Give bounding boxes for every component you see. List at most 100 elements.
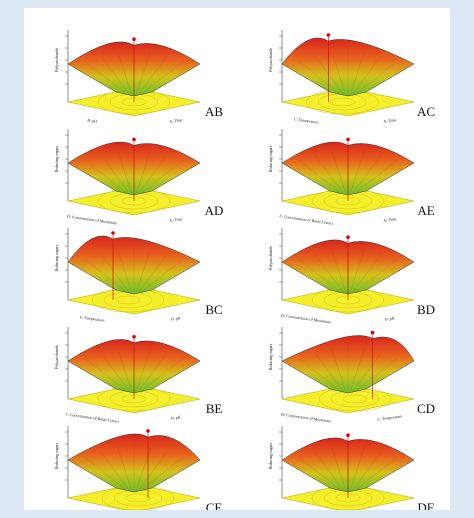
surface-mesh-line [136, 347, 151, 392]
panel-bd: Polysaccharide D: Concentration of Mushro… [268, 228, 435, 325]
surface-mesh-line [350, 446, 365, 491]
surface-mesh-line [138, 253, 168, 293]
floor-contour [115, 295, 141, 305]
surface-mesh-line [352, 352, 382, 392]
surface-mesh-line [117, 347, 132, 392]
floor-contour-plane [67, 285, 201, 315]
panel-label: BC [205, 302, 222, 317]
y-axis-label: B: pH [171, 315, 181, 321]
surface-mesh-line [141, 159, 184, 194]
y-axis-label: A: Time [383, 117, 397, 124]
surface-mesh-line [314, 55, 344, 95]
surface-mesh-line [350, 248, 365, 293]
panel-label: DE [417, 500, 434, 510]
floor-contour-plane [281, 87, 415, 117]
surface-mesh-line [314, 352, 344, 392]
surface-mesh-line [298, 159, 341, 194]
surface-mesh-line [84, 60, 127, 95]
surface-mesh-line [298, 357, 341, 392]
surface-mesh-line [136, 248, 151, 293]
surface-mesh-line [100, 253, 130, 293]
panel-label: AC [417, 104, 435, 119]
surface-mesh-line [84, 159, 127, 194]
panel-ac: Polysaccharide C: Temperature A: Time AC [268, 30, 435, 125]
surface-mesh-line [100, 154, 130, 194]
panel-ab: Polysaccharide B: pH A: Time AB [54, 30, 223, 124]
surface-mesh-line [117, 446, 132, 491]
surface-mesh-line [331, 446, 346, 491]
surface-mesh-line [117, 149, 132, 194]
optimum-point [346, 433, 350, 438]
x-axis-label: E: Concentration of Basal Extract [279, 213, 334, 226]
y-axis-label: A: Time [169, 216, 183, 223]
surface-mesh-line [298, 456, 341, 491]
surface-mesh-line [350, 149, 365, 194]
panel-label: AB [205, 104, 223, 119]
surface-mesh-line [84, 456, 127, 491]
floor-contour [125, 493, 151, 503]
panel-label: CD [417, 401, 435, 416]
z-axis-label: Polysaccharide [268, 246, 273, 270]
surface-mesh-line [100, 352, 130, 392]
surface-mesh-line [141, 357, 184, 392]
x-axis-label: D: Concentration of Mushroom [67, 214, 119, 226]
y-axis-label: A: Time [169, 117, 183, 124]
surface-mesh-line [331, 50, 346, 95]
floor-contour-plane [281, 384, 415, 414]
surface-mesh-line [331, 149, 346, 194]
surface-mesh-line [355, 456, 398, 491]
surface-mesh-line [355, 258, 398, 293]
surface-mesh-line [352, 253, 382, 293]
surface-mesh-line [117, 50, 132, 95]
x-axis-label: D: Concentration of Mushroom [281, 412, 333, 424]
x-axis-label: B: pH [87, 117, 97, 123]
panel-label: BD [417, 302, 435, 317]
z-axis-label: Polysaccharide [54, 345, 59, 369]
surface-mesh-line [138, 451, 168, 491]
optimum-point [326, 33, 331, 37]
z-axis-label: Reducing sugars [54, 244, 59, 271]
panel-ae: Reducing sugars E: Concentration of Basal… [268, 129, 435, 226]
x-axis-label: C: Temperature [80, 314, 106, 322]
x-axis-label: E: Concentration of Basal Extract [65, 411, 120, 424]
surface-mesh-line [355, 60, 398, 95]
panel-bc: Reducing sugars C: Temperature B: pH BC [54, 228, 223, 323]
surface-mesh-line [100, 451, 130, 491]
surface-mesh-line [141, 258, 184, 293]
z-axis-label: Reducing sugars [54, 145, 59, 172]
surface-mesh-line [138, 352, 168, 392]
surface-mesh-line [314, 154, 344, 194]
surface-mesh-line [350, 50, 365, 95]
surface-mesh-line [314, 253, 344, 293]
surface-mesh-line [136, 149, 151, 194]
floor-contour [342, 394, 368, 404]
panel-label: BE [206, 401, 223, 416]
optimum-point [146, 429, 150, 433]
y-axis-label: C: Temperature [377, 413, 403, 421]
surface-mesh-line [138, 154, 168, 194]
surface-mesh-line [84, 357, 127, 392]
surface-mesh-line [100, 55, 130, 95]
optimum-point [370, 330, 375, 335]
optimum-point [346, 235, 350, 239]
z-axis-label: Reducing sugars [268, 343, 273, 370]
figure-panel: Polysaccharide B: pH A: Time AB Polysacchari… [24, 8, 450, 510]
z-axis-label: Polysaccharide [268, 48, 273, 72]
surface-mesh-line [355, 159, 398, 194]
surface-mesh-line [331, 248, 346, 293]
x-axis-label: D: Concentration of Mushroom [281, 313, 333, 325]
x-axis-label: C: Temperature [294, 116, 320, 124]
surface-mesh-line [350, 347, 365, 392]
panel-label: AD [205, 203, 224, 218]
z-axis-label: Polysaccharide [54, 48, 59, 72]
optimum-point [132, 37, 136, 41]
floor-contour-plane [67, 483, 201, 510]
optimum-point [111, 231, 115, 235]
floor-contour [330, 97, 355, 107]
surface-mesh-line [331, 347, 346, 392]
surface-mesh-line [298, 60, 341, 95]
surface-mesh-line [314, 451, 344, 491]
optimum-point [346, 137, 350, 142]
panel-ad: Reducing sugars D: Concentration of Mushr… [54, 129, 223, 226]
